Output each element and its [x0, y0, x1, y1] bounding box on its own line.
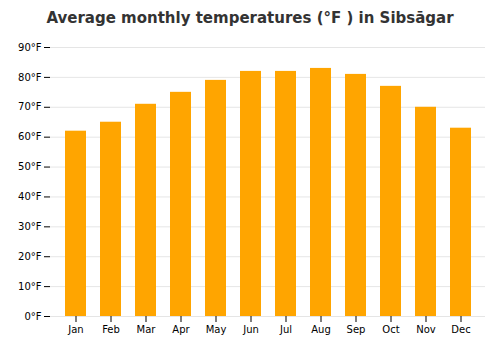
svg-text:0°F: 0°F: [24, 311, 41, 322]
svg-text:90°F: 90°F: [18, 42, 42, 53]
svg-text:60°F: 60°F: [18, 131, 42, 142]
svg-text:Jul: Jul: [279, 324, 292, 335]
svg-text:10°F: 10°F: [18, 281, 42, 292]
svg-text:20°F: 20°F: [18, 251, 42, 262]
svg-text:Oct: Oct: [382, 324, 399, 335]
svg-text:70°F: 70°F: [18, 101, 42, 112]
html-text:Average monthly temperatures (: Average monthly temperatures (°F ) in Si…: [46, 9, 454, 27]
svg-text:Sep: Sep: [347, 324, 366, 335]
svg-text:40°F: 40°F: [18, 191, 42, 202]
svg-text:50°F: 50°F: [18, 161, 42, 172]
svg-text:30°F: 30°F: [18, 221, 42, 232]
svg-text:Apr: Apr: [172, 324, 190, 335]
svg-text:Jun: Jun: [242, 324, 259, 335]
svg-text:Feb: Feb: [102, 324, 120, 335]
svg-text:Mar: Mar: [137, 324, 157, 335]
svg-text:Dec: Dec: [451, 324, 470, 335]
svg-text:80°F: 80°F: [18, 72, 42, 83]
svg-text:Aug: Aug: [311, 324, 331, 335]
svg-text:Jan: Jan: [67, 324, 83, 335]
svg-text:Nov: Nov: [416, 324, 436, 335]
svg-text:May: May: [206, 324, 227, 335]
